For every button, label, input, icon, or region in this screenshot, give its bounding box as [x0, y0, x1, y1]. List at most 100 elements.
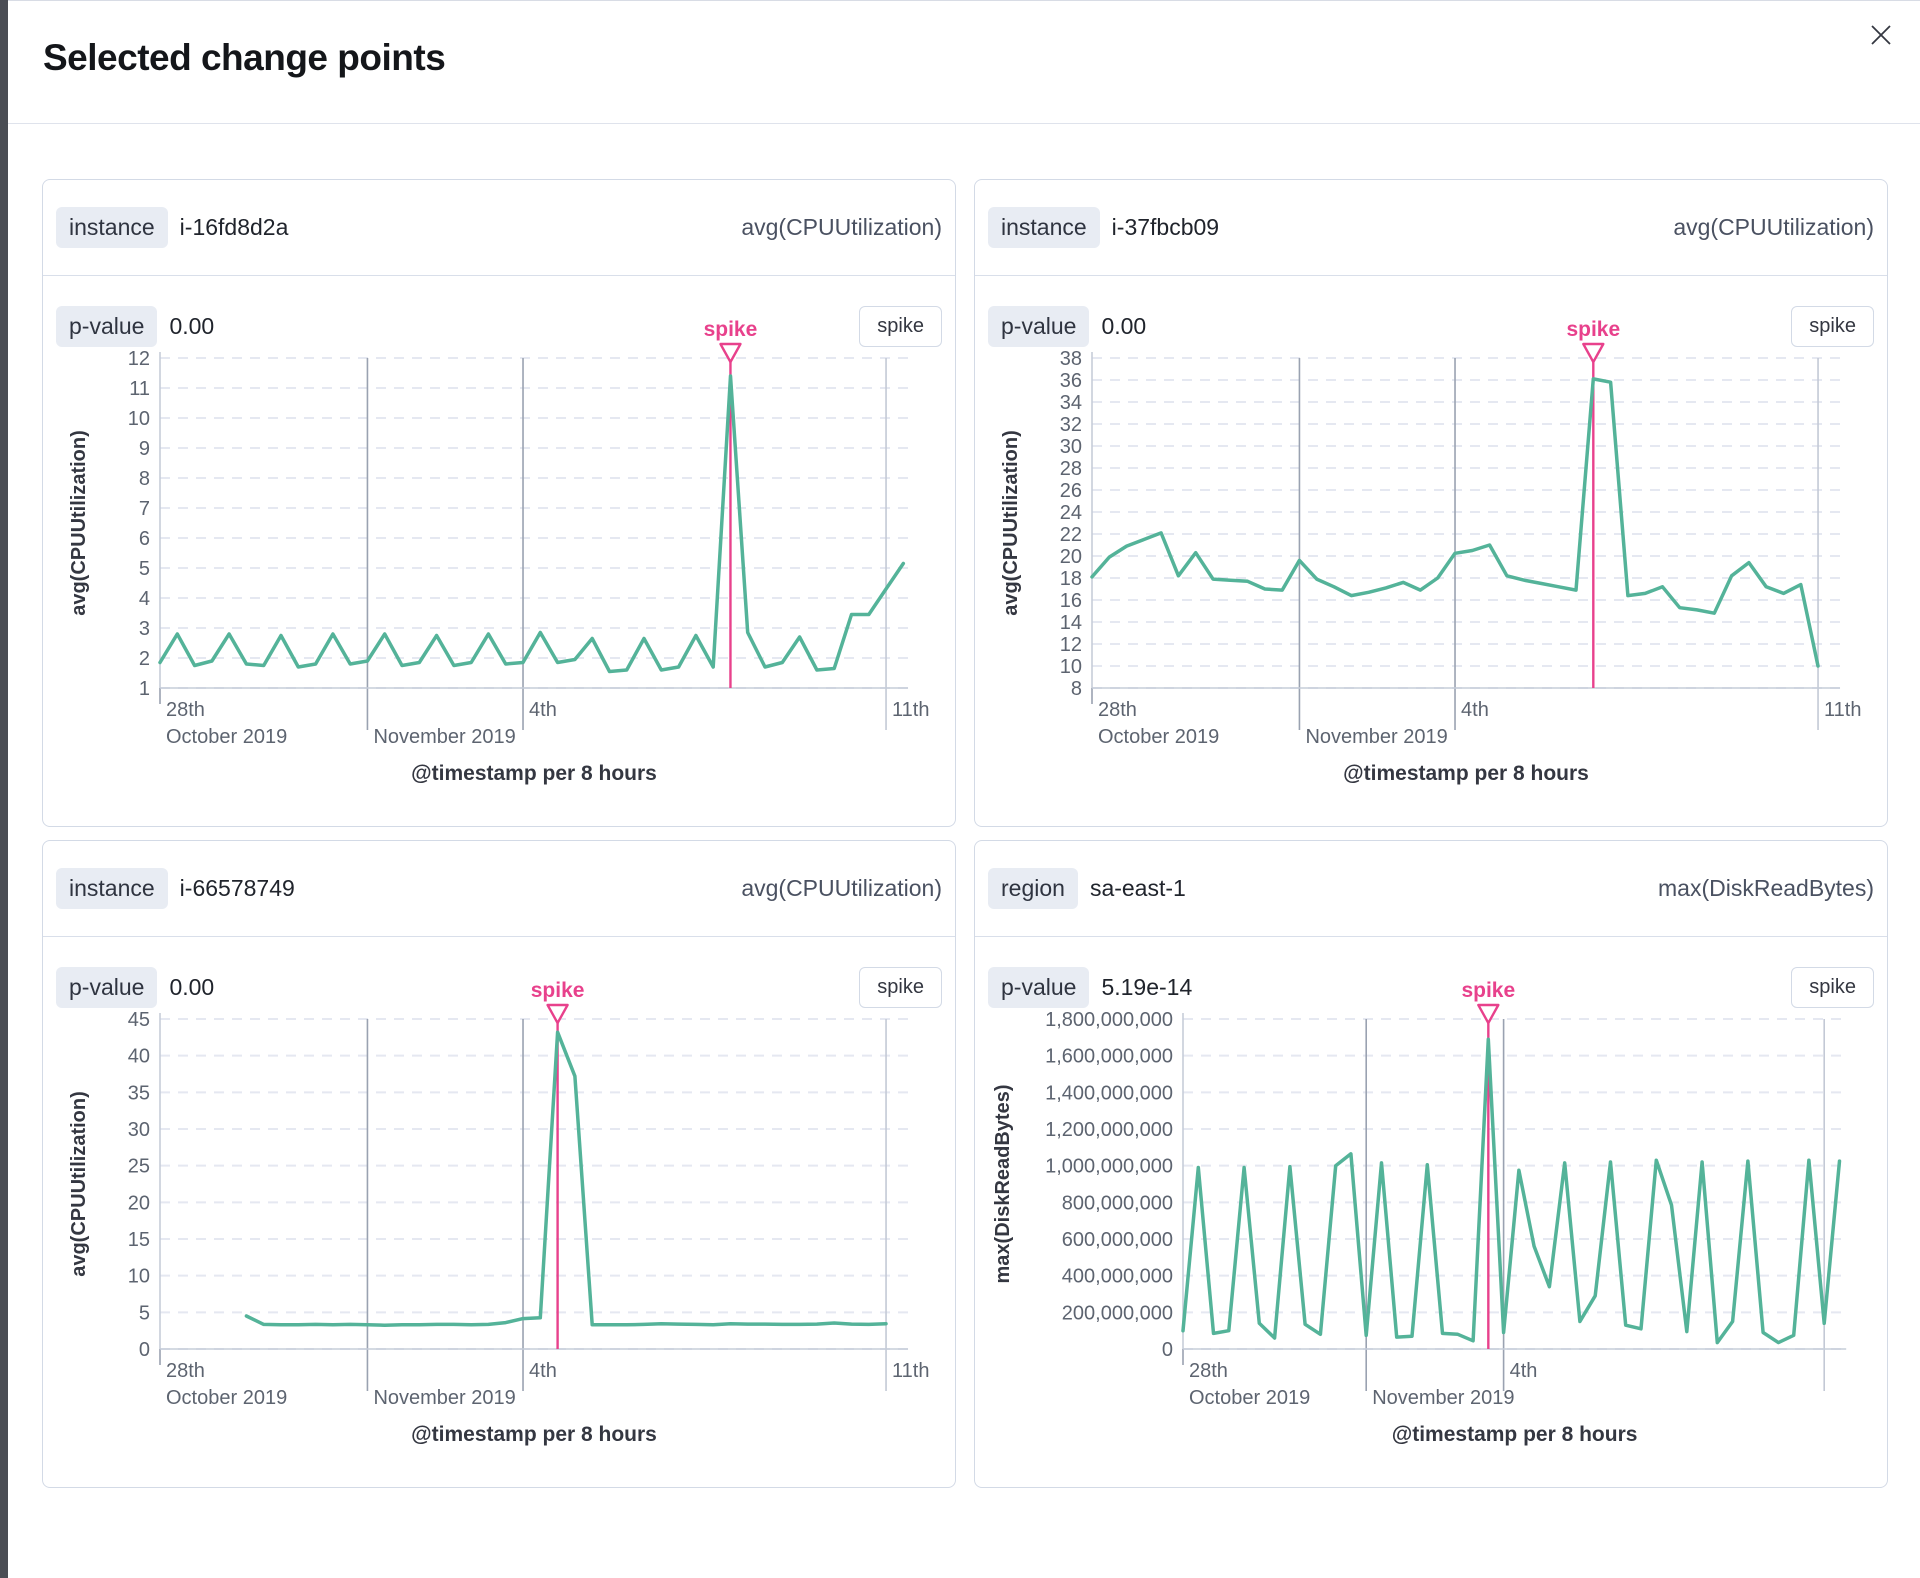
x-tick-month-label: October 2019: [166, 726, 287, 748]
y-tick-label: 5: [139, 1302, 150, 1324]
y-tick-label: 0: [139, 1339, 150, 1361]
spike-type-button[interactable]: spike: [859, 966, 942, 1008]
field-name-badge: instance: [56, 868, 168, 909]
spike-annotation-label: spike: [1461, 979, 1515, 1002]
p-value-number: 0.00: [1101, 312, 1147, 339]
x-tick-day-label: 4th: [1510, 1360, 1538, 1382]
x-tick-month-label: November 2019: [373, 726, 515, 748]
y-tick-label: 18: [1060, 568, 1082, 590]
y-tick-label: 26: [1060, 480, 1082, 502]
spike-annotation-label: spike: [531, 979, 585, 1002]
metric-line-series: [244, 1030, 888, 1327]
spike-annotation-label: spike: [1566, 318, 1620, 341]
p-value-row: p-value 0.00 spike: [43, 276, 955, 376]
page-backdrop-edge: [0, 0, 8, 1578]
spike-annotation-label: spike: [704, 318, 758, 341]
x-tick-month-label: November 2019: [1372, 1387, 1514, 1409]
y-axis-title: max(DiskReadBytes): [992, 1085, 1014, 1284]
y-tick-label: 5: [139, 558, 150, 580]
y-tick-label: 10: [128, 1266, 150, 1288]
y-axis-title: avg(CPUUtilization): [68, 1091, 90, 1277]
x-axis-title: @timestamp per 8 hours: [411, 762, 657, 785]
card-header: instance i-16fd8d2a avg(CPUUtilization): [43, 180, 955, 276]
y-tick-label: 12: [128, 348, 150, 370]
x-tick-month-label: October 2019: [166, 1387, 287, 1409]
y-tick-label: 1,600,000,000: [1045, 1046, 1173, 1068]
card-header: instance i-66578749 avg(CPUUtilization): [43, 841, 955, 937]
y-tick-label: 40: [128, 1046, 150, 1068]
card-header: instance i-37fbcb09 avg(CPUUtilization): [975, 180, 1887, 276]
field-name-badge: region: [988, 868, 1078, 909]
close-icon[interactable]: [1866, 20, 1896, 50]
metric-label: max(DiskReadBytes): [1658, 875, 1874, 901]
p-value-number: 0.00: [169, 973, 215, 1000]
x-tick-day-label: 28th: [166, 699, 205, 721]
y-tick-label: 20: [1060, 546, 1082, 568]
y-tick-label: 6: [139, 528, 150, 550]
field-value: i-16fd8d2a: [179, 214, 289, 240]
y-tick-label: 1: [139, 678, 150, 700]
y-tick-label: 10: [1060, 656, 1082, 678]
y-tick-label: 16: [1060, 590, 1082, 612]
x-tick-month-label: October 2019: [1189, 1387, 1310, 1409]
y-axis-title: avg(CPUUtilization): [1000, 430, 1022, 616]
y-tick-label: 15: [128, 1229, 150, 1251]
spike-type-button[interactable]: spike: [859, 305, 942, 347]
metric-label: avg(CPUUtilization): [741, 214, 942, 240]
spike-type-button[interactable]: spike: [1791, 305, 1874, 347]
metric-label: avg(CPUUtilization): [741, 875, 942, 901]
card-header: region sa-east-1 max(DiskReadBytes): [975, 841, 1887, 937]
x-tick-day-label: 4th: [529, 699, 557, 721]
change-point-chart: 0 200,000,000 400,000,000 600,000,000 800,00…: [992, 979, 1847, 1446]
field-name-badge: instance: [56, 207, 168, 248]
change-point-card: instance i-66578749 avg(CPUUtilization) p-v…: [42, 840, 956, 1488]
y-tick-label: 12: [1060, 634, 1082, 656]
field-value: sa-east-1: [1089, 875, 1186, 901]
p-value-badge: p-value: [988, 966, 1090, 1008]
y-tick-label: 200,000,000: [1062, 1302, 1173, 1324]
y-tick-label: 24: [1060, 502, 1082, 524]
y-tick-label: 38: [1060, 348, 1082, 370]
p-value-row: p-value 0.00 spike: [43, 937, 955, 1037]
x-tick-month-label: November 2019: [1305, 726, 1447, 748]
y-tick-label: 3: [139, 618, 150, 640]
field-value: i-66578749: [179, 875, 295, 901]
y-tick-label: 800,000,000: [1062, 1192, 1173, 1214]
p-value-badge: p-value: [988, 305, 1090, 347]
y-tick-label: 9: [139, 438, 150, 460]
p-value-badge: p-value: [56, 305, 158, 347]
x-tick-day-label: 28th: [166, 1360, 205, 1382]
x-axis-title: @timestamp per 8 hours: [1343, 762, 1589, 785]
y-tick-label: 34: [1060, 392, 1082, 414]
y-tick-label: 400,000,000: [1062, 1266, 1173, 1288]
change-points-modal: Selected change points instance i-16fd8d2…: [8, 0, 1920, 1578]
y-tick-label: 1,000,000,000: [1045, 1156, 1173, 1178]
x-tick-month-label: November 2019: [373, 1387, 515, 1409]
x-tick-day-label: 11th: [892, 699, 929, 721]
spike-marker-triangle-icon: [546, 1003, 569, 1025]
change-point-chart: 0 5 10 15 20 25 30 35 40 45 28th October 2019 Novemb…: [68, 979, 929, 1446]
x-tick-day-label: 11th: [892, 1360, 929, 1382]
metric-line-series: [158, 374, 906, 674]
metric-label: avg(CPUUtilization): [1673, 214, 1874, 240]
y-tick-label: 2: [139, 648, 150, 670]
y-tick-label: 35: [128, 1082, 150, 1104]
y-tick-label: 1,200,000,000: [1045, 1119, 1173, 1141]
x-tick-day-label: 4th: [529, 1360, 557, 1382]
field-value: i-37fbcb09: [1111, 214, 1220, 240]
y-tick-label: 1,400,000,000: [1045, 1082, 1173, 1104]
change-point-cards-grid: instance i-16fd8d2a avg(CPUUtilization) p-v…: [42, 179, 1888, 1488]
p-value-row: p-value 0.00 spike: [975, 276, 1887, 376]
spike-type-button[interactable]: spike: [1791, 966, 1874, 1008]
change-point-card: region sa-east-1 max(DiskReadBytes) p-value…: [974, 840, 1888, 1488]
y-tick-label: 8: [1071, 678, 1082, 700]
y-tick-label: 8: [139, 468, 150, 490]
x-tick-day-label: 28th: [1098, 699, 1137, 721]
p-value-number: 5.19e-14: [1101, 973, 1193, 1000]
y-tick-label: 30: [128, 1119, 150, 1141]
y-tick-label: 36: [1060, 370, 1082, 392]
y-tick-label: 7: [139, 498, 150, 520]
y-tick-label: 30: [1060, 436, 1082, 458]
